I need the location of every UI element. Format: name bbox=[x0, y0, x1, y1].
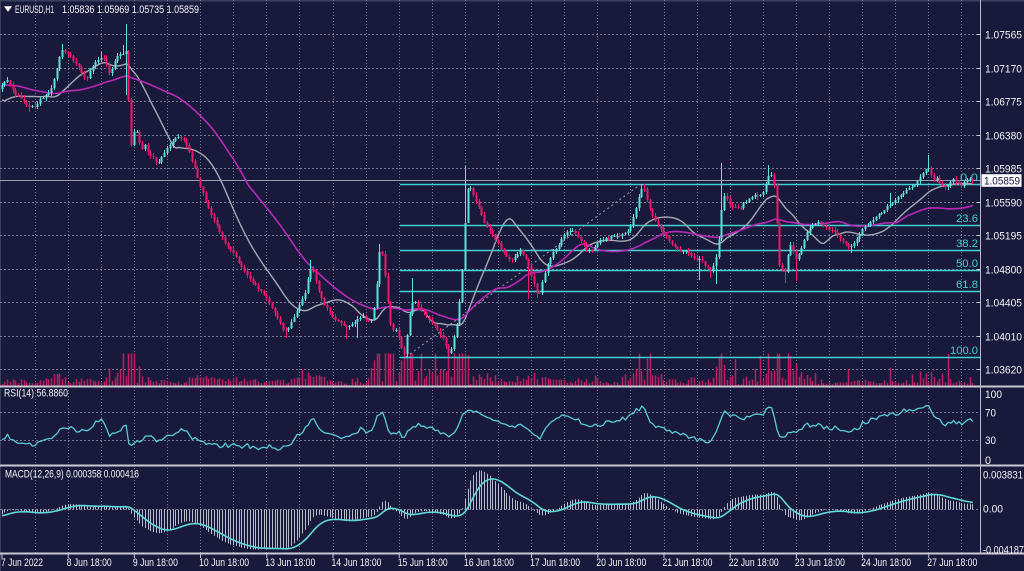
svg-text:61.8: 61.8 bbox=[956, 279, 978, 291]
svg-text:EURUSD,H1: EURUSD,H1 bbox=[15, 4, 54, 16]
svg-text:21 Jun 18:00: 21 Jun 18:00 bbox=[663, 557, 713, 569]
svg-text:20 Jun 18:00: 20 Jun 18:00 bbox=[596, 557, 646, 569]
svg-text:16 Jun 18:00: 16 Jun 18:00 bbox=[464, 557, 514, 569]
svg-text:30: 30 bbox=[985, 435, 996, 447]
svg-text:MACD(12,26,9) 0.000358 0.00041: MACD(12,26,9) 0.000358 0.000416 bbox=[5, 469, 139, 481]
svg-text:70: 70 bbox=[985, 407, 996, 419]
svg-text:1.04010: 1.04010 bbox=[985, 332, 1022, 344]
svg-text:14 Jun 18:00: 14 Jun 18:00 bbox=[332, 557, 382, 569]
svg-text:1.06775: 1.06775 bbox=[985, 97, 1022, 109]
svg-text:17 Jun 18:00: 17 Jun 18:00 bbox=[530, 557, 580, 569]
svg-text:0.0: 0.0 bbox=[960, 172, 978, 184]
svg-text:15 Jun 18:00: 15 Jun 18:00 bbox=[398, 557, 448, 569]
svg-text:1.06380: 1.06380 bbox=[985, 131, 1022, 143]
svg-text:RSI(14) 56.8860: RSI(14) 56.8860 bbox=[4, 388, 68, 400]
svg-text:27 Jun 18:00: 27 Jun 18:00 bbox=[927, 557, 977, 569]
svg-text:22 Jun 18:00: 22 Jun 18:00 bbox=[729, 557, 779, 569]
svg-text:1.04800: 1.04800 bbox=[985, 265, 1022, 277]
svg-text:1.04405: 1.04405 bbox=[985, 298, 1022, 310]
svg-text:1.05985: 1.05985 bbox=[985, 164, 1022, 176]
svg-text:24 Jun 18:00: 24 Jun 18:00 bbox=[861, 557, 911, 569]
svg-text:1.05195: 1.05195 bbox=[985, 231, 1022, 243]
svg-text:23.6: 23.6 bbox=[956, 213, 978, 225]
svg-text:1.05836 1.05969 1.05735 1.0585: 1.05836 1.05969 1.05735 1.05859 bbox=[62, 4, 199, 16]
svg-text:1.03620: 1.03620 bbox=[985, 365, 1022, 377]
svg-text:10 Jun 18:00: 10 Jun 18:00 bbox=[199, 557, 249, 569]
svg-text:1.07565: 1.07565 bbox=[985, 30, 1022, 42]
svg-text:0.003831: 0.003831 bbox=[983, 470, 1023, 482]
svg-text:-0.004187: -0.004187 bbox=[983, 545, 1024, 557]
svg-text:100: 100 bbox=[985, 389, 1002, 401]
svg-text:0.00: 0.00 bbox=[983, 504, 1003, 516]
svg-text:100.0: 100.0 bbox=[950, 345, 978, 357]
svg-text:8 Jun 18:00: 8 Jun 18:00 bbox=[67, 557, 112, 569]
svg-text:23 Jun 18:00: 23 Jun 18:00 bbox=[795, 557, 845, 569]
svg-text:7 Jun 2022: 7 Jun 2022 bbox=[1, 557, 43, 569]
svg-text:1.07170: 1.07170 bbox=[985, 64, 1022, 76]
svg-text:38.2: 38.2 bbox=[956, 238, 978, 250]
svg-text:0: 0 bbox=[985, 455, 991, 467]
svg-text:1.05590: 1.05590 bbox=[985, 198, 1022, 210]
svg-text:1.05859: 1.05859 bbox=[984, 176, 1020, 188]
svg-text:50.0: 50.0 bbox=[956, 258, 978, 270]
svg-text:13 Jun 18:00: 13 Jun 18:00 bbox=[265, 557, 315, 569]
svg-text:9 Jun 18:00: 9 Jun 18:00 bbox=[133, 557, 178, 569]
